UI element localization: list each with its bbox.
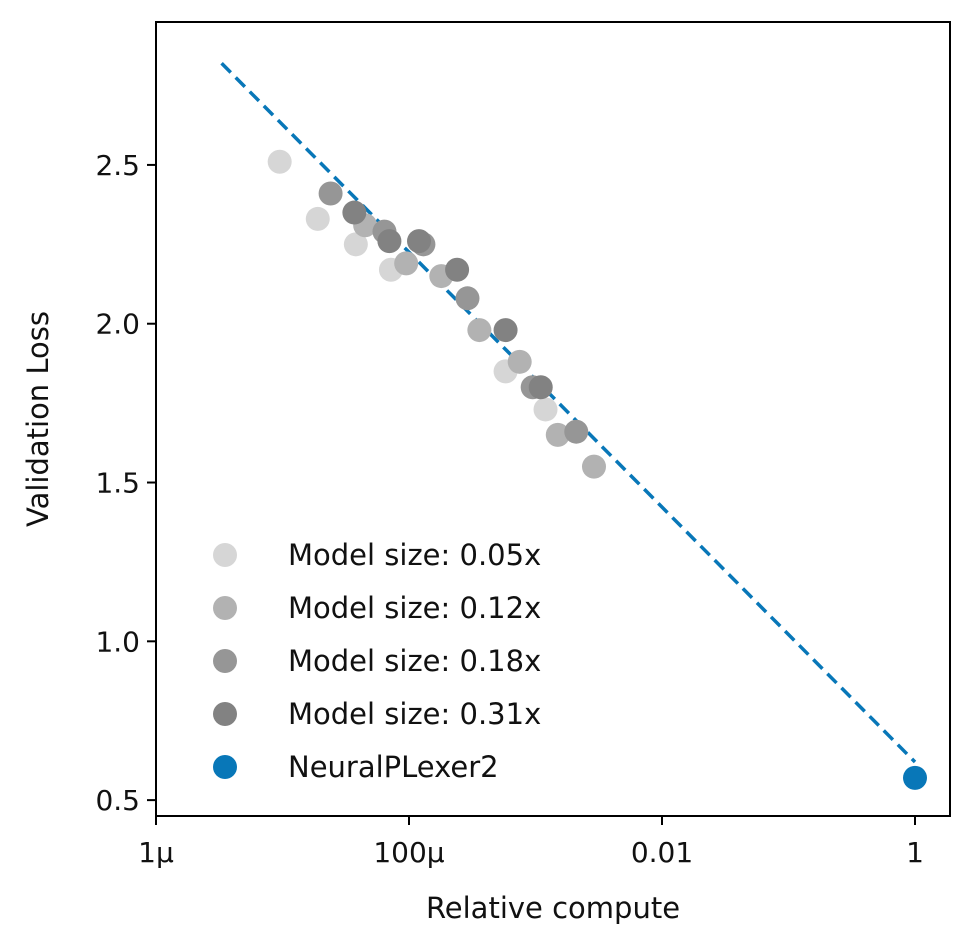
data-point [305,206,330,231]
legend-label: NeuralPLexer2 [288,750,499,784]
data-point [343,232,368,257]
legend: Model size: 0.05x Model size: 0.12x Model … [213,538,541,784]
data-point [528,375,553,400]
x-tick-label: 1 [906,836,924,869]
legend-label: Model size: 0.12x [288,591,541,625]
y-tick-label: 1.0 [95,625,140,658]
legend-marker [213,702,237,726]
plot-frame [155,21,951,817]
legend-marker [213,649,237,673]
data-point [267,149,292,174]
y-axis-ticks: 0.5 1.0 1.5 2.0 2.5 [95,149,156,817]
data-point [377,229,402,254]
data-point [903,765,927,790]
y-tick-label: 2.5 [95,149,140,182]
data-point [581,454,606,479]
data-points [267,149,927,790]
data-point [394,251,419,276]
x-axis-ticks: 1μ 100μ 0.01 1 [138,816,924,869]
y-tick-label: 1.5 [95,467,140,500]
data-point [545,422,570,447]
legend-marker [213,543,237,567]
data-point [455,286,480,311]
legend-label: Model size: 0.31x [288,697,541,731]
data-point [533,397,558,422]
data-point [342,200,367,225]
x-axis-label: Relative compute [426,891,680,925]
data-point [407,229,432,254]
data-point [564,419,589,444]
data-point [445,257,470,282]
legend-label: Model size: 0.18x [288,644,541,678]
x-tick-label: 100μ [373,836,444,869]
y-tick-label: 0.5 [95,784,140,817]
data-point [318,181,343,206]
data-point [493,318,518,343]
fit-trend-line [220,62,917,764]
legend-marker [213,596,237,620]
x-tick-label: 1μ [138,836,174,869]
x-tick-label: 0.01 [631,836,693,869]
data-point [507,349,532,374]
legend-marker [213,755,237,779]
y-axis-label: Validation Loss [21,311,55,527]
y-tick-label: 2.0 [95,308,140,341]
legend-label: Model size: 0.05x [288,538,541,572]
data-point [467,318,492,343]
